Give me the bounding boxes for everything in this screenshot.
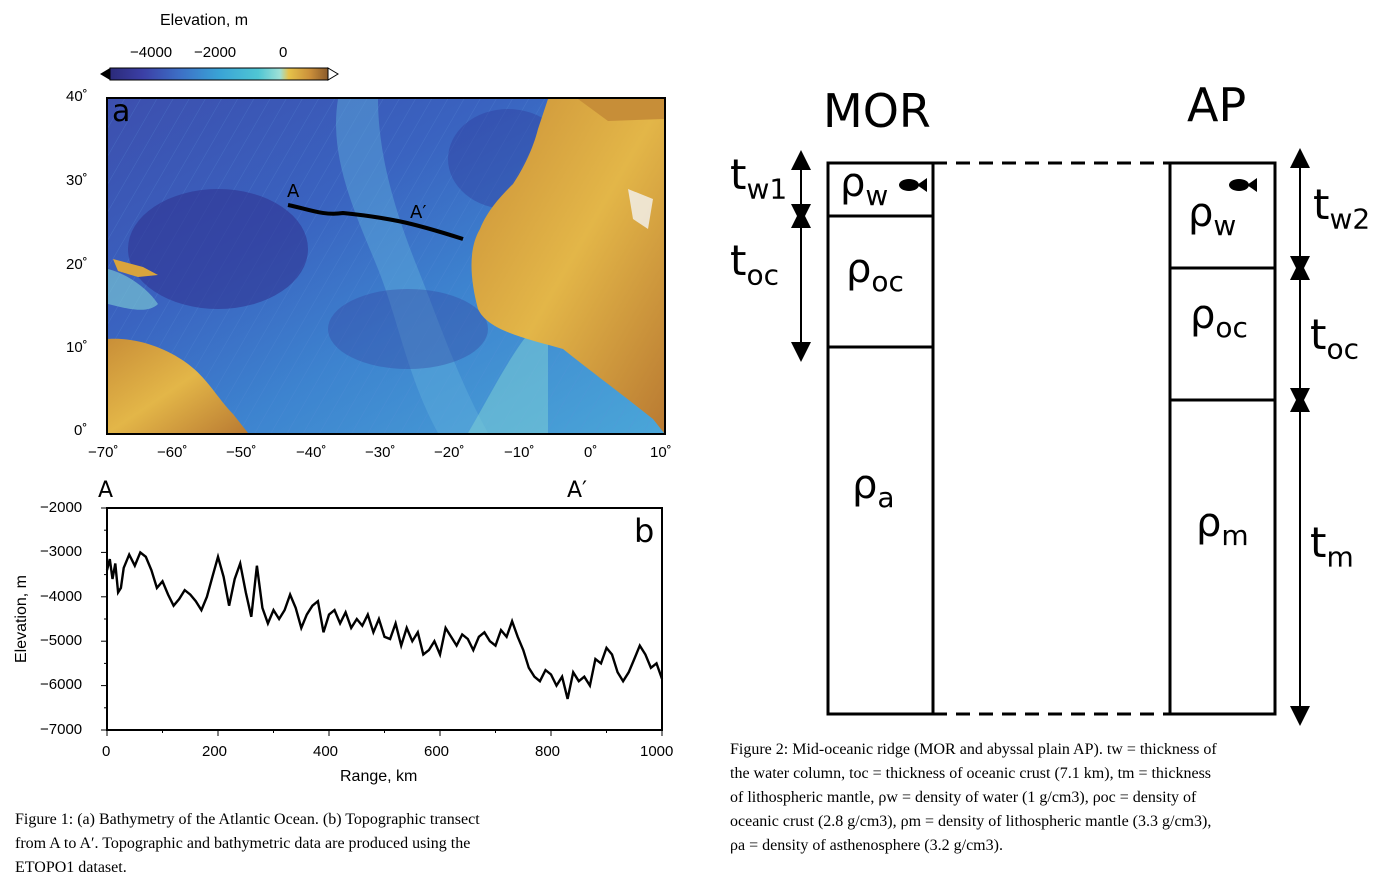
y-tick: −4000 — [40, 588, 83, 605]
ap-mantle-density: ρm — [1196, 500, 1249, 552]
thickness-water-1: tw1 — [730, 150, 787, 205]
colorbar-title: Elevation, m — [160, 12, 249, 29]
subscript: oc — [746, 258, 779, 292]
subscript: m — [1326, 540, 1354, 574]
panel-label-a: a — [112, 94, 131, 129]
x-tick: 600 — [424, 743, 450, 760]
rho-symbol: ρ — [1190, 292, 1216, 338]
y-axis-label: Elevation, m — [13, 574, 30, 664]
subscript: w — [865, 179, 889, 212]
lon-tick: −10˚ — [504, 444, 535, 461]
caption-line: the water column, toc = thickness of oce… — [730, 765, 1212, 782]
column-diagram — [791, 148, 1310, 726]
profile-end-label: A′ — [567, 478, 588, 503]
rho-symbol: ρ — [840, 160, 866, 206]
y-tick: −6000 — [40, 676, 83, 693]
rho-symbol: ρ — [1188, 190, 1214, 236]
subscript: w1 — [746, 172, 788, 206]
x-tick: 400 — [313, 743, 339, 760]
thickness-water-2: tw2 — [1313, 180, 1370, 235]
thickness-crust-mor: toc — [730, 236, 779, 291]
transect-end-label: A′ — [410, 202, 427, 223]
lat-tick: 40˚ — [66, 88, 88, 105]
lon-tick: −30˚ — [365, 444, 396, 461]
y-tick: −7000 — [40, 721, 83, 738]
lon-tick: −40˚ — [296, 444, 327, 461]
t-symbol: t — [730, 150, 747, 199]
lat-tick: 10˚ — [66, 339, 88, 356]
subscript: w — [1213, 209, 1237, 242]
lat-tick: 20˚ — [66, 256, 88, 273]
t-symbol: t — [1310, 310, 1327, 359]
subscript: w2 — [1329, 202, 1371, 236]
t-symbol: t — [730, 236, 747, 285]
rho-symbol: ρ — [846, 246, 872, 292]
x-axis-label: Range, km — [340, 768, 418, 785]
lat-tick: 30˚ — [66, 172, 88, 189]
caption-line: ρa = density of asthenosphere (3.2 g/cm3… — [730, 837, 1003, 854]
caption-line: Figure 2: Mid-oceanic ridge (MOR and aby… — [730, 741, 1217, 758]
x-tick: 0 — [102, 743, 111, 760]
subscript: oc — [1215, 311, 1248, 344]
fish-icon — [1229, 178, 1257, 192]
ap-water-density: ρw — [1188, 190, 1236, 242]
elevation-profile-chart — [101, 507, 664, 736]
x-tick: 800 — [535, 743, 561, 760]
lat-tick: 0˚ — [74, 422, 88, 439]
caption-line: from A to A′. Topographic and bathymetri… — [15, 835, 471, 852]
caption-line: of lithospheric mantle, ρw = density of … — [730, 789, 1197, 806]
panel-label-b: b — [634, 512, 655, 550]
profile-line — [105, 550, 664, 700]
fish-icon — [899, 178, 927, 192]
y-tick: −2000 — [40, 499, 83, 516]
mor-asthenosphere-density: ρa — [852, 462, 895, 514]
lon-tick: −50˚ — [226, 444, 257, 461]
colorbar-tick: −4000 — [130, 44, 173, 61]
thickness-mantle: tm — [1310, 518, 1354, 573]
colorbar-tick: −2000 — [194, 44, 237, 61]
y-tick: −5000 — [40, 632, 83, 649]
mor-title: MOR — [823, 84, 931, 138]
subscript: m — [1221, 519, 1249, 552]
t-symbol: t — [1313, 180, 1330, 229]
lon-tick: −60˚ — [157, 444, 188, 461]
colorbar-tick: 0 — [279, 44, 288, 61]
caption-line: ETOPO1 dataset. — [15, 859, 127, 876]
profile-start-label: A — [98, 478, 114, 503]
colorbar — [100, 67, 339, 81]
rho-symbol: ρ — [1196, 500, 1222, 546]
mor-water-density: ρw — [840, 160, 888, 212]
subscript: oc — [871, 265, 904, 298]
y-tick: −3000 — [40, 543, 83, 560]
x-tick: 1000 — [640, 743, 674, 760]
figure-2-caption: Figure 2: Mid-oceanic ridge (MOR and aby… — [730, 738, 1353, 858]
lon-tick: 10˚ — [650, 444, 672, 461]
subscript: oc — [1326, 332, 1359, 366]
ap-column — [1168, 161, 1277, 716]
figure-1-caption: Figure 1: (a) Bathymetry of the Atlantic… — [15, 808, 663, 880]
lon-tick: −70˚ — [88, 444, 119, 461]
caption-line: Figure 1: (a) Bathymetry of the Atlantic… — [15, 811, 480, 828]
map-graphic — [108, 99, 664, 433]
caption-line: oceanic crust (2.8 g/cm3), ρm = density … — [730, 813, 1212, 830]
transect-start-label: A — [287, 181, 300, 202]
rho-symbol: ρ — [852, 462, 878, 508]
lon-tick: 0˚ — [584, 444, 598, 461]
lon-tick: −20˚ — [434, 444, 465, 461]
t-symbol: t — [1310, 518, 1327, 567]
mor-column — [826, 161, 935, 716]
ap-title: AP — [1187, 78, 1247, 132]
thickness-crust-ap: toc — [1310, 310, 1359, 365]
subscript: a — [877, 481, 895, 514]
bathymetry-map — [106, 97, 666, 435]
mor-crust-density: ρoc — [846, 246, 904, 298]
x-tick: 200 — [202, 743, 228, 760]
ap-crust-density: ρoc — [1190, 292, 1248, 344]
